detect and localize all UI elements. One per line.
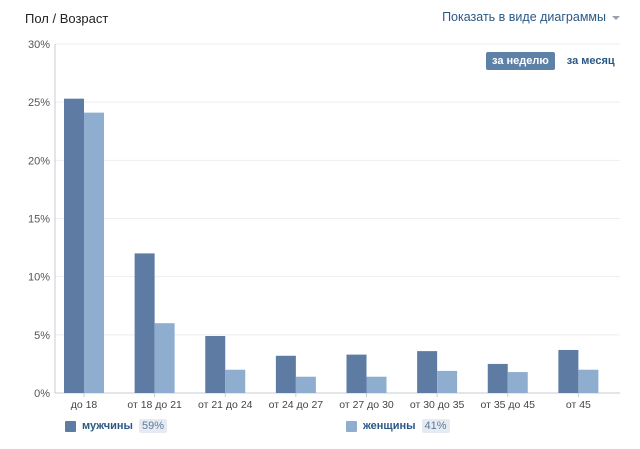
legend-item-men[interactable]: мужчины 59% bbox=[65, 419, 167, 433]
period-week-button[interactable]: за неделю bbox=[486, 52, 555, 70]
y-tick-label: 25% bbox=[28, 97, 50, 109]
legend-item-women[interactable]: женщины 41% bbox=[346, 419, 450, 433]
x-tick-label: от 18 до 21 bbox=[127, 399, 182, 411]
legend-percent-men: 59% bbox=[138, 419, 167, 433]
y-tick-label: 20% bbox=[28, 155, 50, 167]
legend-percent-women: 41% bbox=[421, 419, 450, 433]
view-toggle-link[interactable]: Показать в виде диаграммы bbox=[442, 10, 620, 24]
legend-label-men: мужчины bbox=[82, 420, 133, 432]
bar-women bbox=[366, 376, 387, 393]
bar-men bbox=[275, 355, 296, 393]
bar-women bbox=[84, 112, 104, 394]
bar-men bbox=[205, 335, 226, 393]
legend-swatch-men bbox=[65, 420, 76, 432]
x-tick-label: от 27 до 30 bbox=[339, 399, 394, 411]
y-tick-label: 15% bbox=[28, 214, 50, 226]
x-tick-label: от 30 до 35 bbox=[410, 399, 465, 411]
view-toggle-label: Показать в виде диаграммы bbox=[442, 10, 606, 24]
chart-legend: мужчины 59% женщины 41% bbox=[0, 419, 640, 437]
x-tick-label: от 21 до 24 bbox=[198, 399, 253, 411]
bar-men bbox=[558, 349, 579, 393]
page-title: Пол / Возраст bbox=[25, 11, 109, 26]
bar-men bbox=[134, 253, 155, 393]
bar-men bbox=[346, 354, 367, 393]
bar-men bbox=[417, 351, 438, 393]
bar-chart: 0% 5% 10% 15% 20% 25% 30% до 18 от 18 до 21 от 21… bbox=[28, 39, 620, 411]
x-tick-label: от 24 до 27 bbox=[269, 399, 324, 411]
bar-men bbox=[64, 98, 84, 393]
bar-men bbox=[487, 363, 508, 393]
legend-label-women: женщины bbox=[363, 420, 416, 432]
bar-women bbox=[578, 369, 599, 393]
x-tick-label: от 45 bbox=[566, 399, 591, 411]
x-tick-label: до 18 bbox=[71, 399, 98, 411]
x-tick-label: от 35 до 45 bbox=[481, 399, 536, 411]
bar-women bbox=[507, 372, 528, 393]
y-tick-label: 10% bbox=[28, 272, 50, 284]
y-tick-label: 5% bbox=[34, 330, 50, 342]
y-tick-label: 30% bbox=[28, 39, 50, 51]
legend-swatch-women bbox=[346, 420, 357, 432]
period-month-button[interactable]: за месяц bbox=[566, 55, 615, 67]
bar-women bbox=[225, 369, 246, 393]
chevron-down-icon bbox=[612, 16, 620, 20]
bar-women bbox=[154, 323, 175, 393]
y-tick-label: 0% bbox=[34, 388, 50, 400]
bar-women bbox=[437, 370, 458, 393]
bar-women bbox=[295, 376, 316, 393]
period-switch: за неделю за месяц bbox=[486, 52, 621, 70]
